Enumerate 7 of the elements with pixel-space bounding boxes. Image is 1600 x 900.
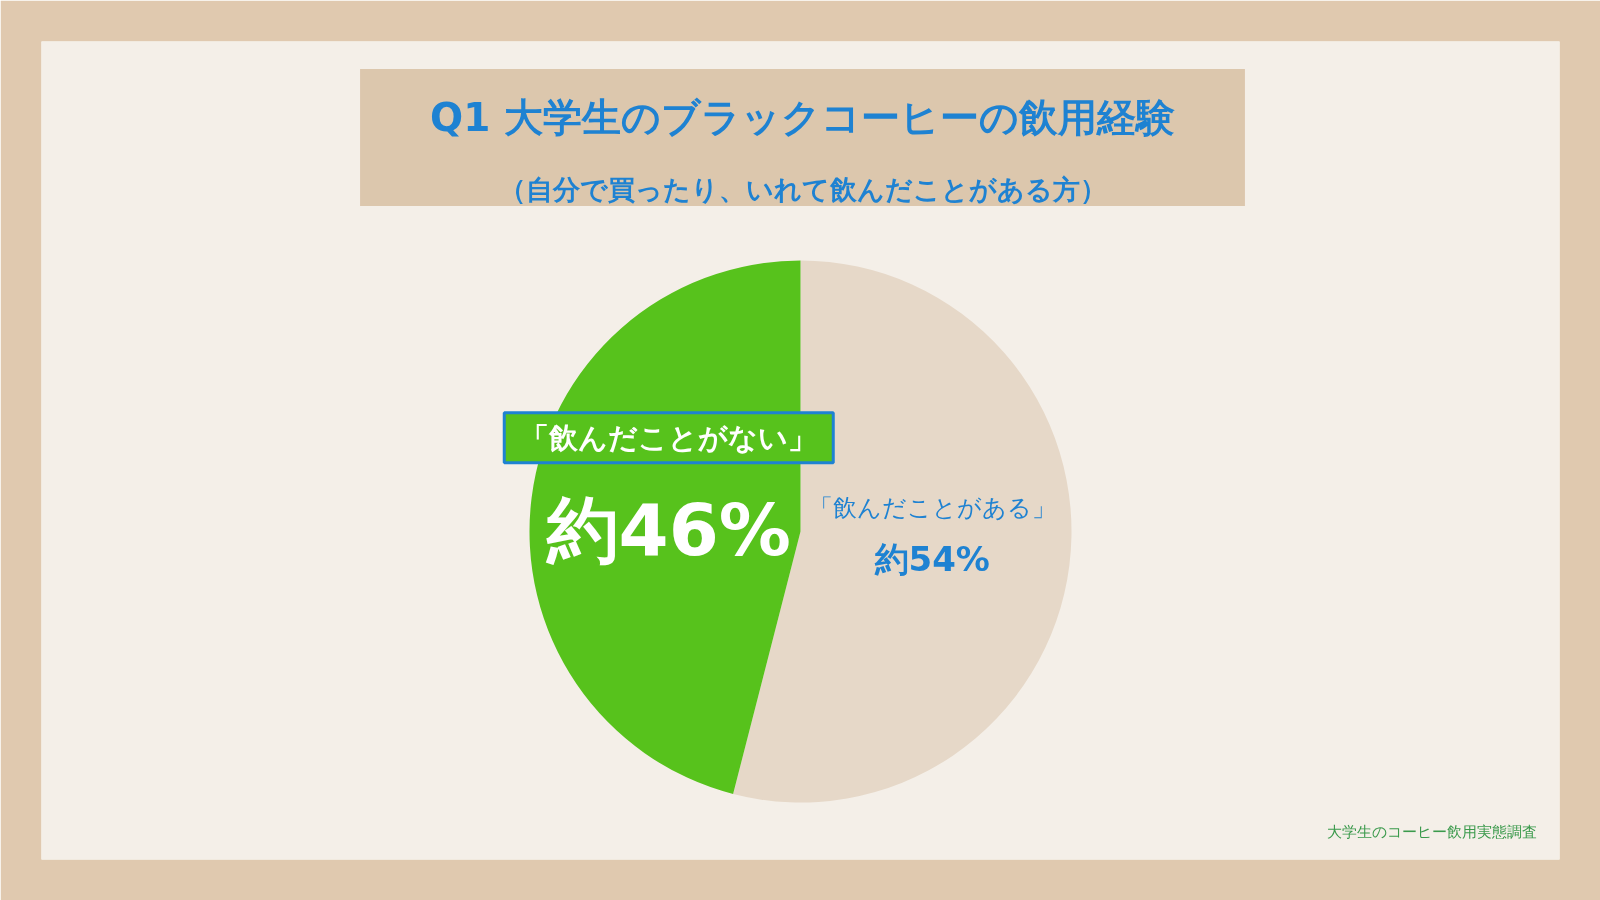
data-label: 約46% (544, 487, 791, 572)
chart-title: Q1 大学生のブラックコーヒーの飲用経験 (430, 95, 1175, 140)
data-label: 約54% (873, 539, 990, 580)
slice-label: 「飲んだことがある」 (808, 494, 1056, 523)
chart-subtitle: （自分で買ったり、いれて飲んだことがある方） (498, 174, 1107, 205)
text: 大学生のコーヒー飲用実態調査 (1326, 822, 1537, 841)
slice-label: 「飲んだことがない」 (520, 420, 818, 455)
